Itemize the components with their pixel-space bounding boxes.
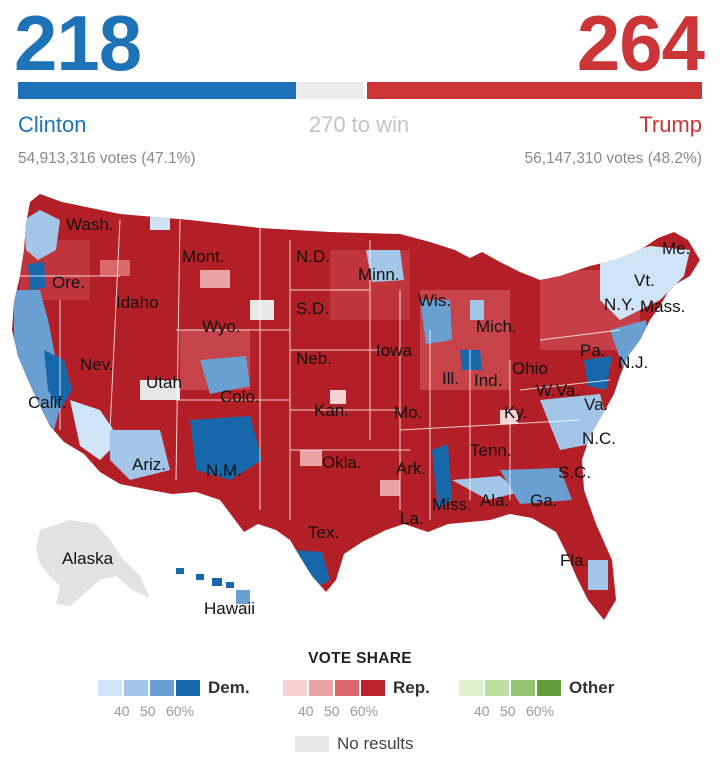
no-results-swatch (295, 736, 329, 752)
state-label-nj: N.J. (618, 353, 648, 372)
rep-swatch-1 (283, 680, 307, 696)
threshold-label: 270 to win (0, 112, 720, 138)
state-label-alaska: Alaska (62, 549, 114, 568)
state-label-nd: N.D. (296, 247, 330, 266)
county-results-map[interactable]: Wash. Ore. Calif. Nev. Idaho Mont. Wyo. Utah Col… (0, 180, 720, 640)
dem-swatch-3 (150, 680, 174, 696)
dem-tick-40: 40 (114, 703, 130, 719)
legend-title: VOTE SHARE (308, 650, 412, 667)
trump-popular-votes: 56,147,310 votes (48.2%) (524, 150, 702, 167)
other-tick-60: 60% (526, 703, 555, 719)
state-label-va: Va. (584, 395, 608, 414)
trump-name: Trump (639, 112, 702, 137)
state-label-hawaii: Hawaii (204, 599, 255, 618)
state-label-ny: N.Y. (604, 295, 635, 314)
state-label-wis: Wis. (418, 291, 451, 310)
state-label-utah: Utah (146, 373, 182, 392)
state-label-pa: Pa. (580, 341, 606, 360)
alaska-shape (36, 520, 150, 606)
state-label-ill: Ill. (442, 369, 459, 388)
state-label-mass: Mass. (640, 297, 685, 316)
state-label-calif: Calif. (28, 393, 67, 412)
state-label-wyo: Wyo. (202, 317, 241, 336)
other-swatch-3 (511, 680, 535, 696)
other-tick-40: 40 (474, 703, 490, 719)
state-label-fla: Fla. (560, 551, 588, 570)
state-label-me: Me. (662, 239, 690, 258)
rep-tick-40: 40 (298, 703, 314, 719)
state-label-tex: Tex. (308, 523, 339, 542)
dem-tick-50: 50 (140, 703, 156, 719)
state-label-ind: Ind. (474, 371, 502, 390)
state-label-nev: Nev. (80, 355, 114, 374)
other-legend-label: Other (569, 678, 615, 697)
state-label-minn: Minn. (358, 265, 400, 284)
state-label-ariz: Ariz. (132, 455, 166, 474)
state-label-sc: S.C. (558, 463, 591, 482)
threshold-text: 270 to win (308, 112, 410, 137)
state-label-kan: Kan. (314, 401, 349, 420)
dem-swatch-1 (98, 680, 122, 696)
state-label-ohio: Ohio (512, 359, 548, 378)
state-borders (20, 219, 621, 520)
rep-legend-label: Rep. (393, 678, 430, 697)
uncalled-electoral-bar (296, 82, 364, 99)
rep-tick-60: 60% (350, 703, 379, 719)
state-label-wash: Wash. (66, 215, 114, 234)
clinton-popular-votes: 54,913,316 votes (47.1%) (18, 150, 196, 167)
clinton-electoral-bar (18, 82, 296, 99)
state-label-colo: Colo. (220, 387, 260, 406)
dem-tick-60: 60% (166, 703, 195, 719)
us-mainland-shape (12, 194, 700, 620)
rep-swatch-4 (361, 680, 385, 696)
state-label-vt: Vt. (634, 271, 655, 290)
hawaii-shape (176, 568, 250, 604)
state-label-ark: Ark. (396, 459, 426, 478)
no-results-label: No results (337, 734, 414, 753)
state-labels: Wash. Ore. Calif. Nev. Idaho Mont. Wyo. Utah Col… (28, 215, 690, 618)
state-label-miss: Miss. (432, 495, 472, 514)
trump-electoral-bar (367, 82, 702, 99)
state-label-ala: Ala. (480, 491, 509, 510)
other-tick-50: 50 (500, 703, 516, 719)
rep-swatch-2 (309, 680, 333, 696)
state-label-neb: Neb. (296, 349, 332, 368)
other-swatch-2 (485, 680, 509, 696)
rep-tick-50: 50 (324, 703, 340, 719)
state-label-okla: Okla. (322, 453, 362, 472)
clinton-name: Clinton (18, 112, 87, 137)
state-label-wva: W.Va. (536, 381, 580, 400)
state-label-ga: Ga. (530, 491, 557, 510)
state-label-nm: N.M. (206, 461, 242, 480)
other-swatch-1 (459, 680, 483, 696)
dem-legend-label: Dem. (208, 678, 250, 697)
state-label-sd: S.D. (296, 299, 329, 318)
state-label-tenn: Tenn. (470, 441, 512, 460)
state-label-mont: Mont. (182, 247, 225, 266)
state-label-ky: Ky. (504, 403, 527, 422)
state-label-nc: N.C. (582, 429, 616, 448)
state-label-idaho: Idaho (116, 293, 159, 312)
state-label-iowa: Iowa (376, 341, 412, 360)
state-label-ore: Ore. (52, 273, 85, 292)
state-label-mich: Mich. (476, 317, 517, 336)
state-label-la: La. (400, 509, 424, 528)
clinton-electoral-votes: 218 (14, 0, 142, 87)
dem-swatch-4 (176, 680, 200, 696)
dem-swatch-2 (124, 680, 148, 696)
rep-swatch-3 (335, 680, 359, 696)
other-swatch-4 (537, 680, 561, 696)
state-label-mo: Mo. (394, 403, 422, 422)
trump-electoral-votes: 264 (576, 0, 705, 87)
